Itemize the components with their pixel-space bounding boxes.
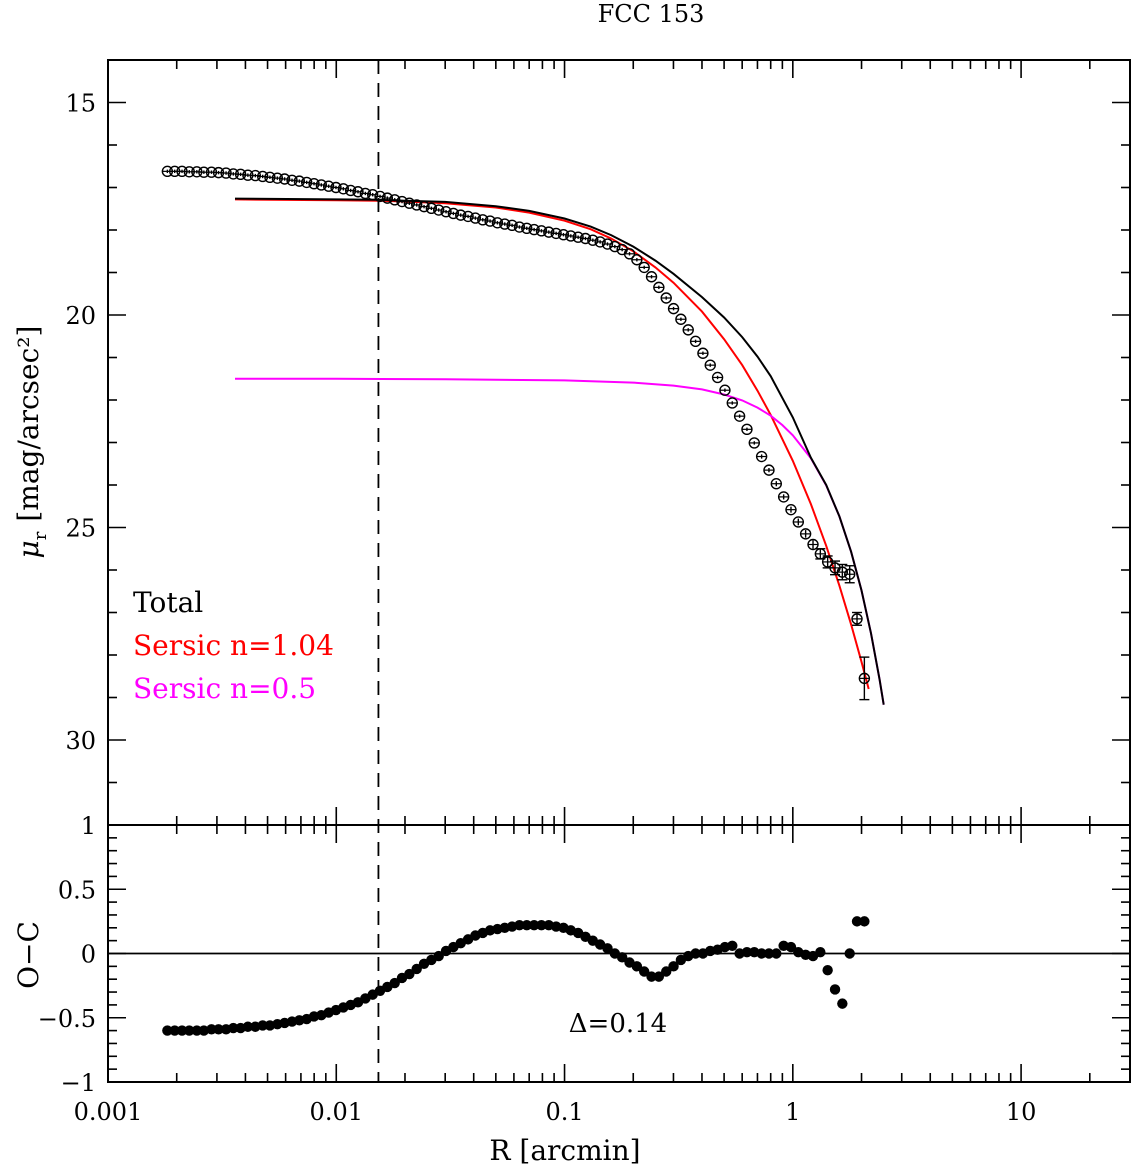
- residual-point: [638, 966, 650, 977]
- reference-lines: [108, 60, 1130, 1082]
- y-axis-label-subscript: r: [30, 531, 51, 540]
- residual-point: [668, 961, 679, 972]
- residual-point: [653, 971, 665, 982]
- legend-sersic-1: Sersic n=1.04: [133, 629, 334, 662]
- residual-point: [162, 1025, 173, 1036]
- legend-total: Total: [133, 586, 203, 619]
- chart-title: FCC 153: [598, 0, 705, 28]
- residual-point: [851, 916, 863, 927]
- y-tick-label-bottom: 1: [81, 812, 96, 840]
- residual-point: [242, 1021, 254, 1032]
- legend: Total Sersic n=1.04 Sersic n=0.5: [133, 586, 334, 705]
- residual-point: [404, 968, 415, 980]
- residual-point: [771, 948, 782, 959]
- x-axis-label: R [arcmin]: [489, 1134, 640, 1167]
- residual-point: [514, 920, 525, 931]
- residual-point: [837, 998, 848, 1009]
- x-tick-label: 0.1: [545, 1098, 583, 1126]
- residual-point: [528, 920, 540, 931]
- residual-point: [741, 947, 753, 958]
- residual-points: [162, 916, 870, 1036]
- data-points: [161, 165, 871, 701]
- residual-point: [433, 950, 444, 962]
- top-panel-frame: [107, 59, 1131, 826]
- x-tick-label: 1: [785, 1098, 800, 1126]
- legend-sersic-2: Sersic n=0.5: [133, 672, 316, 705]
- residual-point: [176, 1025, 188, 1036]
- residual-point: [844, 948, 855, 959]
- residual-point: [184, 1025, 195, 1036]
- residual-point: [661, 966, 672, 977]
- residual-point: [859, 916, 870, 927]
- y-axis-label-top: μr [mag/arcsec²]: [12, 326, 51, 559]
- y-tick-label-bottom: 0: [81, 941, 96, 969]
- x-tick-label: 0.01: [310, 1098, 363, 1126]
- residual-point: [756, 948, 767, 959]
- model-curves: [234, 197, 885, 705]
- residual-point: [690, 948, 701, 959]
- y-tick-label-top: 20: [65, 302, 96, 330]
- residual-point: [602, 943, 613, 954]
- y-tick-label-bottom: 0.5: [58, 876, 96, 904]
- tick-labels: 0.001 0.01 0.1 1 10 15 20 25 30 −1 −0.5 0 0.5 1: [38, 90, 1037, 1127]
- sersic-n104-curve: [234, 198, 870, 690]
- y-axis-label-units: [mag/arcsec²]: [12, 326, 45, 522]
- residual-point: [829, 984, 841, 995]
- x-tick-label: 0.001: [74, 1098, 143, 1126]
- y-tick-label-top: 15: [65, 90, 96, 118]
- residual-point: [536, 920, 547, 931]
- residual-point: [822, 965, 833, 976]
- residual-point: [631, 961, 643, 972]
- residual-point: [616, 952, 628, 963]
- residual-point: [521, 920, 532, 931]
- residual-point: [727, 940, 738, 951]
- axis-ticks: [107, 59, 1131, 1083]
- residual-point: [213, 1024, 224, 1035]
- residual-point: [411, 963, 422, 975]
- residual-point: [785, 941, 797, 953]
- residual-point: [815, 947, 826, 958]
- y-tick-label-bottom: −1: [61, 1069, 96, 1097]
- residual-point: [169, 1025, 180, 1036]
- y-tick-label-top: 30: [65, 727, 96, 755]
- x-tick-label: 10: [1006, 1098, 1037, 1126]
- residual-delta-annotation: Δ=0.14: [569, 1009, 667, 1039]
- residual-point: [257, 1020, 268, 1031]
- y-tick-label-bottom: −0.5: [38, 1005, 96, 1033]
- y-tick-label-top: 25: [65, 515, 96, 543]
- residual-point: [228, 1022, 239, 1034]
- y-axis-label-symbol: μ: [12, 540, 45, 558]
- residual-point: [646, 971, 657, 982]
- total-model-curve: [234, 197, 885, 705]
- residual-point: [763, 948, 775, 959]
- y-axis-label-bottom: O−C: [12, 921, 45, 989]
- residual-point: [389, 977, 400, 989]
